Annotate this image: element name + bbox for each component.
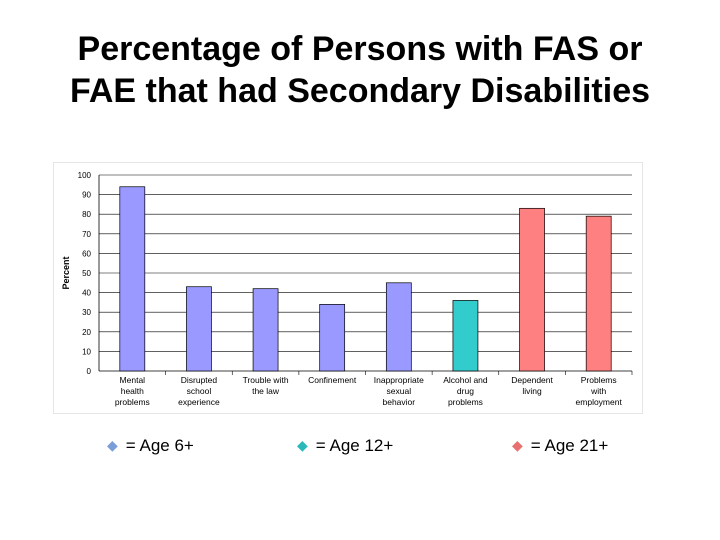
x-tick-label: Trouble with [243, 375, 289, 385]
y-tick-label: 70 [82, 230, 91, 239]
bar [585, 215, 612, 372]
title-line-1: Percentage of Persons with FAS or [77, 30, 643, 68]
x-tick-label: living [522, 386, 542, 396]
diamond-bullet-icon: ◆ [107, 437, 118, 453]
x-tick-label: problems [115, 397, 150, 407]
x-tick-label: Disrupted [181, 375, 218, 385]
legend-label-age6: = Age 6+ [125, 436, 194, 455]
y-tick-label: 80 [82, 210, 91, 219]
x-tick-label: employment [576, 397, 623, 407]
x-tick-label: behavior [383, 397, 416, 407]
bar [519, 207, 545, 372]
legend-item-age21: ◆ = Age 21+ [512, 436, 608, 456]
x-tick-label: Alcohol and [443, 375, 488, 385]
y-tick-label: 60 [82, 249, 91, 258]
legend-label-age12: = Age 12+ [315, 436, 394, 455]
y-tick-label: 90 [82, 191, 91, 200]
legend-label-age21: = Age 21+ [530, 436, 609, 455]
bar [252, 288, 279, 372]
x-tick-label: school [187, 386, 212, 396]
x-tick-label: problems [448, 397, 483, 407]
x-tick-label: Problems [581, 375, 617, 385]
legend-item-age12: ◆ = Age 12+ [297, 436, 393, 456]
chart-svg: 0 10 20 30 40 50 60 70 80 90 100 Percent Mentalhealt… [61, 171, 633, 407]
y-tick-label: 100 [78, 171, 92, 180]
x-tick-label: the law [252, 386, 280, 396]
x-tick-label: Dependent [511, 375, 553, 385]
bar [452, 300, 479, 372]
bar [186, 286, 212, 372]
y-tick-label: 40 [82, 289, 91, 298]
x-tick-label: Confinement [308, 375, 357, 385]
slide-title: Percentage of Persons with FAS or FAE th… [0, 28, 720, 112]
diamond-bullet-icon: ◆ [297, 437, 308, 453]
y-tick-label: 10 [82, 347, 91, 356]
x-tick-label: with [590, 386, 606, 396]
x-tick-label: drug [457, 386, 474, 396]
y-tick-label: 50 [82, 269, 91, 278]
x-tick-label: sexual [387, 386, 412, 396]
bar [385, 282, 412, 372]
legend-item-age6: ◆ = Age 6+ [107, 436, 194, 456]
x-tick-label: experience [178, 397, 220, 407]
x-tick-label: Mental [120, 375, 146, 385]
y-axis-title: Percent [61, 256, 71, 289]
diamond-bullet-icon: ◆ [512, 437, 523, 453]
bar [119, 186, 146, 372]
x-tick-label: Inappropriate [374, 375, 424, 385]
title-line-2: FAE that had Secondary Disabilities [69, 72, 651, 110]
y-tick-label: 30 [82, 308, 91, 317]
bar [319, 304, 346, 372]
bar-chart: 0 10 20 30 40 50 60 70 80 90 100 Percent Mental healt… [53, 162, 643, 414]
y-tick-label: 0 [87, 367, 92, 376]
y-tick-label: 20 [82, 328, 91, 337]
x-tick-label: health [121, 386, 144, 396]
